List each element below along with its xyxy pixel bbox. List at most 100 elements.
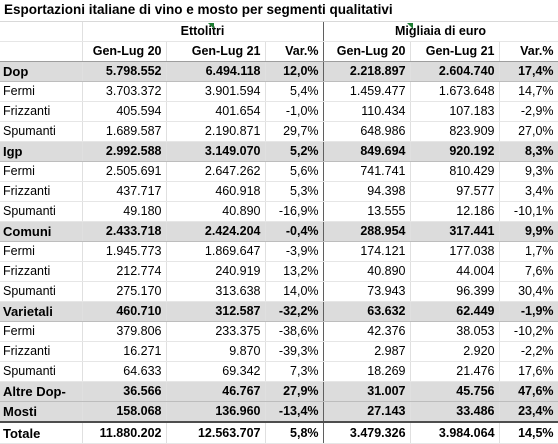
cell-value: -39,3%: [265, 341, 324, 362]
cell-value: 46.767: [166, 381, 266, 402]
cell-value: 313.638: [166, 281, 266, 302]
cell-value: 3.149.070: [166, 141, 266, 162]
row-label: Fermi: [0, 81, 83, 102]
row-label: Fermi: [0, 241, 83, 262]
cell-value: 5,4%: [265, 81, 324, 102]
cell-value: -2,9%: [499, 101, 558, 122]
cell-value: -1,0%: [265, 101, 324, 122]
cell-value: 40.890: [166, 201, 266, 222]
cell-value: 920.192: [410, 141, 500, 162]
group-row: Dop 5.798.552 6.494.118 12,0% 2.218.897 2.604…: [0, 61, 558, 82]
cell-value: 23,4%: [499, 401, 558, 423]
cell-value: 2.424.204: [166, 221, 266, 242]
cell-value: 27,0%: [499, 121, 558, 142]
col-header: Gen-Lug 21: [166, 41, 266, 62]
cell-value: 5,2%: [265, 141, 324, 162]
header-migliaia: Migliaia di euro: [323, 22, 558, 42]
table-row: Fermi 2.505.691 2.647.262 5,6% 741.741 810.42…: [0, 161, 558, 182]
cell-value: 110.434: [323, 101, 411, 122]
row-label: Varietali: [0, 301, 83, 322]
row-label: Spumanti: [0, 361, 83, 382]
cell-value: -2,2%: [499, 341, 558, 362]
cell-value: 437.717: [82, 181, 167, 202]
cell-value: 5.798.552: [82, 61, 167, 82]
table-row: Frizzanti 405.594 401.654 -1,0% 110.434 107.1…: [0, 101, 558, 122]
row-label: Spumanti: [0, 121, 83, 142]
cell-value: 42.376: [323, 321, 411, 342]
header-corner: [0, 22, 83, 42]
cell-value: 3.901.594: [166, 81, 266, 102]
cell-value: 2.992.588: [82, 141, 167, 162]
cell-value: 38.053: [410, 321, 500, 342]
row-label: Comuni: [0, 221, 83, 242]
cell-comment-marker: [407, 23, 413, 29]
cell-value: 401.654: [166, 101, 266, 122]
cell-value: 17,4%: [499, 61, 558, 82]
row-label: Spumanti: [0, 201, 83, 222]
row-label: Fermi: [0, 161, 83, 182]
cell-value: 9,9%: [499, 221, 558, 242]
cell-value: -16,9%: [265, 201, 324, 222]
cell-value: 12.186: [410, 201, 500, 222]
cell-value: 9.870: [166, 341, 266, 362]
row-label: Frizzanti: [0, 101, 83, 122]
cell-value: 9,3%: [499, 161, 558, 182]
cell-value: -13,4%: [265, 401, 324, 423]
cell-value: 73.943: [323, 281, 411, 302]
row-label: Frizzanti: [0, 181, 83, 202]
cell-value: 312.587: [166, 301, 266, 322]
cell-value: 21.476: [410, 361, 500, 382]
cell-value: 2.920: [410, 341, 500, 362]
cell-value: -3,9%: [265, 241, 324, 262]
group-row: Mosti 158.068 136.960 -13,4% 27.143 33.486 23,…: [0, 401, 558, 423]
table-row: Frizzanti 212.774 240.919 13,2% 40.890 44.004…: [0, 261, 558, 282]
cell-value: 1.673.648: [410, 81, 500, 102]
row-label: Spumanti: [0, 281, 83, 302]
cell-value: 47,6%: [499, 381, 558, 402]
cell-value: 14,0%: [265, 281, 324, 302]
row-label: Altre Dop-: [0, 381, 83, 402]
row-label: Fermi: [0, 321, 83, 342]
header-ettolitri: Ettolitri: [82, 22, 324, 42]
cell-value: 3.703.372: [82, 81, 167, 102]
cell-value: 823.909: [410, 121, 500, 142]
cell-value: 460.918: [166, 181, 266, 202]
cell-value: 30,4%: [499, 281, 558, 302]
cell-value: 64.633: [82, 361, 167, 382]
header-row-groups: Ettolitri Migliaia di euro: [0, 22, 558, 42]
col-header: Var.%: [499, 41, 558, 62]
cell-value: 1,7%: [499, 241, 558, 262]
cell-value: -10,2%: [499, 321, 558, 342]
cell-value: 3.984.064: [410, 421, 500, 444]
cell-value: 40.890: [323, 261, 411, 282]
col-header: Gen-Lug 20: [323, 41, 411, 62]
cell-value: 49.180: [82, 201, 167, 222]
cell-value: 45.756: [410, 381, 500, 402]
cell-value: 810.429: [410, 161, 500, 182]
table-row: Spumanti 275.170 313.638 14,0% 73.943 96.399 3…: [0, 281, 558, 302]
cell-value: 1.459.477: [323, 81, 411, 102]
table-row: Spumanti 64.633 69.342 7,3% 18.269 21.476 17,6…: [0, 361, 558, 382]
cell-value: 13.555: [323, 201, 411, 222]
row-label: Mosti: [0, 401, 83, 423]
total-row: Totale 11.880.202 12.563.707 5,8% 3.479.326 3…: [0, 421, 558, 444]
cell-value: 648.986: [323, 121, 411, 142]
cell-value: 11.880.202: [82, 421, 167, 444]
cell-value: 12,0%: [265, 61, 324, 82]
table-row: Fermi 1.945.773 1.869.647 -3,9% 174.121 177.0…: [0, 241, 558, 262]
header-label-blank: [0, 41, 83, 62]
table-row: Frizzanti 16.271 9.870 -39,3% 2.987 2.920 -2,2…: [0, 341, 558, 362]
cell-value: 212.774: [82, 261, 167, 282]
table-row: Spumanti 1.689.587 2.190.871 29,7% 648.986 82…: [0, 121, 558, 142]
cell-value: 136.960: [166, 401, 266, 423]
row-label: Dop: [0, 61, 83, 82]
cell-value: 240.919: [166, 261, 266, 282]
table-row: Frizzanti 437.717 460.918 5,3% 94.398 97.577 3…: [0, 181, 558, 202]
group-row: Comuni 2.433.718 2.424.204 -0,4% 288.954 317.…: [0, 221, 558, 242]
cell-value: 288.954: [323, 221, 411, 242]
sheet-title: Esportazioni italiane di vino e mosto pe…: [0, 0, 558, 22]
cell-value: 8,3%: [499, 141, 558, 162]
cell-value: 33.486: [410, 401, 500, 423]
cell-value: 405.594: [82, 101, 167, 122]
